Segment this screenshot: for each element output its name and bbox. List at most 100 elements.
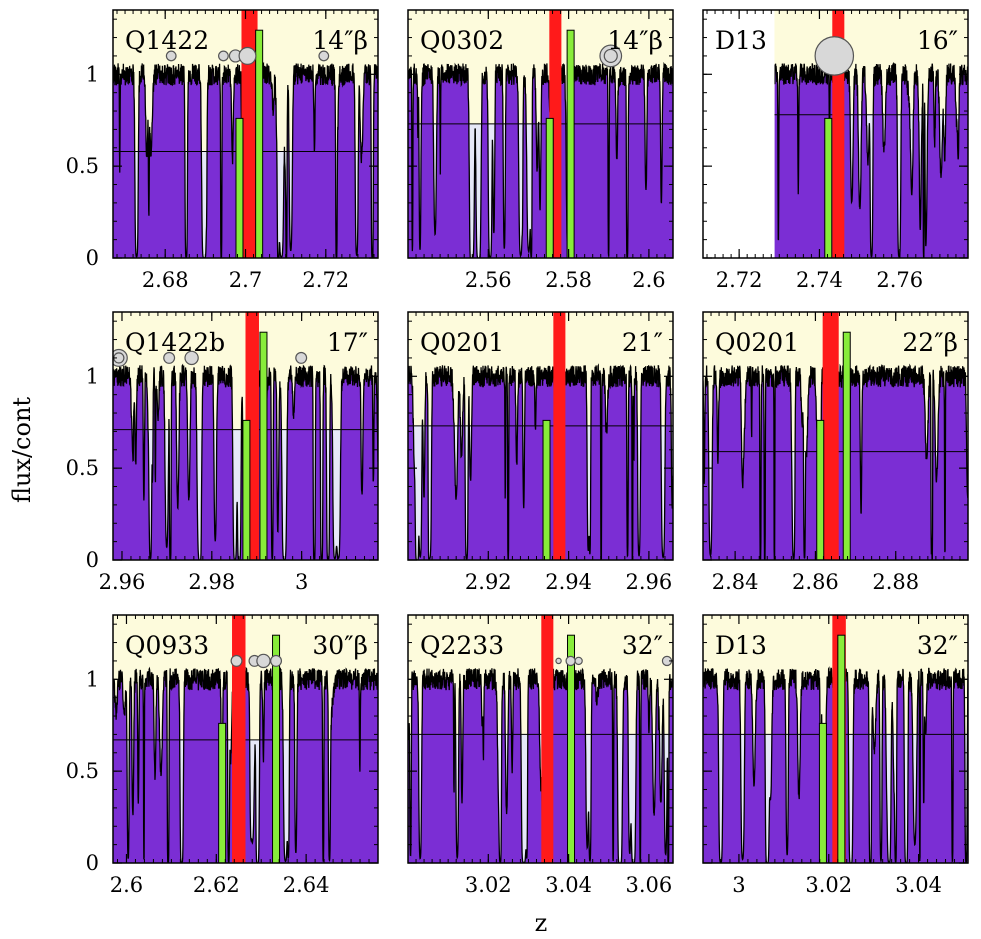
panel-8: 3.02 3.04 3.06 Q2233 32″ [407,614,674,897]
green-marker-bar-2 [272,634,281,863]
galaxy-circle-4 [295,351,308,364]
red-marker-band [232,615,246,863]
y-tick-label: 1 [86,364,99,388]
panel-title: Q2233 [420,631,504,660]
panel-6: 2.84 2.86 2.88 Q0201 22″β [702,311,969,594]
panel-frame [407,311,674,561]
y-axis-label: flux/cont [8,397,36,503]
panel-frame [112,614,379,864]
red-marker-band [541,615,554,863]
panel-separation: 16″ [917,26,958,55]
panel-7: 2.6 2.62 2.64 Q0933 30″β [110,614,379,897]
red-marker-band [553,312,566,560]
x-tick-label: 3.06 [626,873,673,897]
x-tick-label: 2.94 [545,570,592,594]
x-tick-label: 2.7 [229,268,262,292]
absorption-fill [113,63,378,258]
x-axis-label: z [535,909,548,937]
galaxy-circle-1 [555,657,562,665]
galaxy-circle-2 [163,351,176,364]
x-tick-label: 2.68 [142,268,189,292]
x-tick-label: 3.02 [805,873,852,897]
no-coverage-region [703,10,775,258]
panel-frame [702,614,969,864]
panel-4: 2.96 2.98 3 Q1422b 17″ [99,311,379,594]
panel-title: Q0933 [125,631,209,660]
galaxy-circle-4 [238,46,257,65]
panel-separation: 32″ [622,631,663,660]
galaxy-circle-1 [230,654,243,667]
galaxy-circle-4 [270,654,283,667]
green-marker-bar-1 [542,419,551,560]
galaxy-circle-3 [574,656,583,666]
panel-separation: 17″ [327,328,368,357]
x-tick-label: 2.96 [626,570,673,594]
x-tick-label: 3 [295,570,308,594]
x-tick-label: 2.84 [712,570,759,594]
x-tick-label: 2.72 [716,268,763,292]
x-tick-label: 2.96 [99,570,146,594]
x-tick-label: 2.64 [283,873,330,897]
panel-title: D13 [715,631,767,660]
absorption-fill [408,668,673,863]
x-tick-label: 3 [732,873,745,897]
panel-title: Q1422b [125,328,225,357]
x-tick-label: 2.58 [545,268,592,292]
panel-separation: 21″ [622,328,663,357]
absorption-fill [113,365,378,560]
green-marker-bar-1 [235,117,244,258]
green-marker-bar-2 [837,634,846,863]
green-marker-bar-1 [218,722,227,863]
x-tick-label: 2.76 [876,268,923,292]
galaxy-circle-inner [603,48,618,64]
panel-separation: 32″ [917,631,958,660]
panel-2: 2.56 2.58 2.6 Q0302 14″β [407,9,674,292]
panel-title: D13 [715,26,767,55]
absorption-fill [408,365,673,560]
red-marker-band [822,312,839,560]
panel-frame [702,311,969,561]
y-tick-label: 0 [86,246,99,270]
panel-title: Q1422 [125,26,209,55]
green-marker-bar-1 [818,722,827,863]
galaxy-circle-1 [814,36,855,76]
galaxy-circle-3 [184,350,199,366]
green-marker-bar-1 [567,634,576,863]
x-tick-label: 3.04 [545,873,592,897]
y-tick-label: 0.5 [66,456,99,480]
panel-separation: 14″β [312,26,368,55]
panel-5: 2.92 2.94 2.96 Q0201 21″ [407,311,674,594]
x-tick-label: 2.62 [193,873,240,897]
y-tick-label: 1 [86,667,99,691]
green-marker-bar-1 [545,117,554,258]
x-tick-label: 3.04 [895,873,942,897]
y-tick-label: 0 [86,548,99,572]
galaxy-circle-5 [318,50,330,62]
x-tick-label: 2.92 [465,570,512,594]
panel-frame [407,9,674,259]
x-tick-label: 2.74 [796,268,843,292]
x-tick-label: 2.72 [302,268,349,292]
green-marker-bar-2 [255,29,264,258]
red-marker-band [241,10,258,258]
galaxy-circle-2 [218,50,229,62]
x-tick-label: 2.86 [792,570,839,594]
green-marker-bar-1 [816,419,825,560]
panel-frame [112,311,379,561]
panels-group: 2.68 2.7 2.72 Q1422 14″β 2.56 2.58 2.6 Q0302 14″β… [99,9,969,897]
panel-separation: 14″β [607,26,663,55]
y-tick-label: 0.5 [66,154,99,178]
panel-1: 2.68 2.7 2.72 Q1422 14″β [112,9,379,292]
panel-title: Q0201 [420,328,504,357]
x-tick-label: 2.56 [465,268,512,292]
x-tick-label: 2.6 [110,873,143,897]
x-tick-label: 2.98 [188,570,235,594]
x-tick-label: 2.6 [632,268,665,292]
y-tick-label: 0 [86,851,99,875]
y-tick-labels: 0 0.5 1 0 0.5 1 0 0.5 1 [66,62,99,875]
panel-separation: 30″β [312,631,368,660]
panel-title: Q0302 [420,26,504,55]
panel-title: Q0201 [715,328,799,357]
panel-separation: 22″β [902,328,958,357]
